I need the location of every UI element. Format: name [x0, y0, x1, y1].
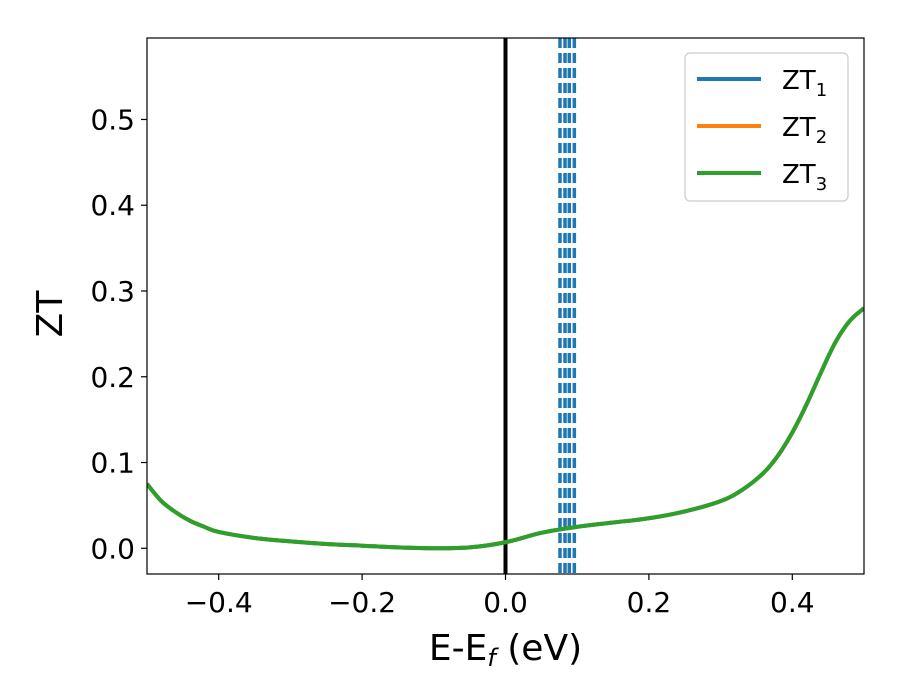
series-line-zt3 [147, 306, 864, 551]
x-axis-label: E-Ef (eV) [429, 628, 582, 672]
y-tick-label: 0.4 [90, 189, 135, 222]
x-tick-label: 0.2 [627, 586, 672, 619]
x-tick-label: −0.2 [328, 586, 396, 619]
y-tick-label: 0.2 [90, 361, 135, 394]
legend-label-zt2: ZT2 [782, 113, 827, 148]
x-tick-label: −0.4 [185, 586, 253, 619]
legend: ZT1 ZT2 ZT3 [684, 52, 849, 202]
y-tick-label: 0.5 [90, 103, 135, 136]
y-tick-label: 0.0 [90, 532, 135, 565]
legend-label-zt3: ZT3 [782, 160, 827, 195]
y-tick-label: 0.1 [90, 447, 135, 480]
y-axis-label: ZT [30, 290, 71, 338]
x-tick-label: 0.0 [483, 586, 528, 619]
legend-box [684, 52, 849, 202]
x-tick-label: 0.4 [770, 586, 815, 619]
y-tick-label: 0.3 [90, 275, 135, 308]
legend-label-zt1: ZT1 [782, 66, 827, 101]
